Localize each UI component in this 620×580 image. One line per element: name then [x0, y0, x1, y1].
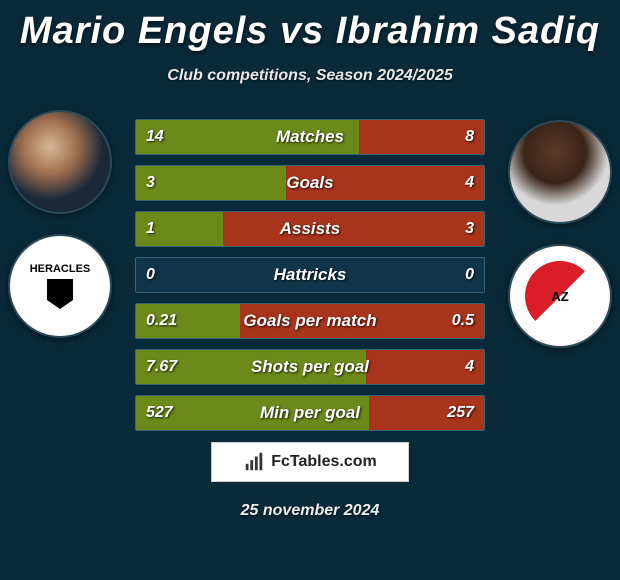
page-title: Mario Engels vs Ibrahim Sadiq: [0, 0, 620, 53]
stat-label: Shots per goal: [136, 350, 484, 384]
branding-badge: FcTables.com: [211, 442, 409, 482]
stat-label: Goals: [136, 166, 484, 200]
comparison-bars: 148Matches 34Goals 13Assists 00Hattricks 0.2…: [135, 119, 485, 441]
stat-row: 13Assists: [135, 211, 485, 247]
page-subtitle: Club competitions, Season 2024/2025: [0, 67, 620, 85]
stat-row: 527257Min per goal: [135, 395, 485, 431]
stat-row: 34Goals: [135, 165, 485, 201]
chart-icon: [243, 451, 265, 473]
date-label: 25 november 2024: [0, 502, 620, 520]
stat-row: 00Hattricks: [135, 257, 485, 293]
right-avatar-column: AZ: [508, 120, 612, 368]
stat-label: Hattricks: [136, 258, 484, 292]
stat-label: Matches: [136, 120, 484, 154]
stat-row: 148Matches: [135, 119, 485, 155]
player2-avatar: [508, 120, 612, 224]
club1-label: HERACLES: [30, 263, 91, 275]
left-avatar-column: HERACLES: [8, 110, 112, 358]
stat-label: Assists: [136, 212, 484, 246]
club2-label: AZ: [525, 261, 595, 331]
club1-badge: HERACLES: [8, 234, 112, 338]
stat-row: 0.210.5Goals per match: [135, 303, 485, 339]
branding-text: FcTables.com: [271, 453, 377, 471]
stat-row: 7.674Shots per goal: [135, 349, 485, 385]
club2-badge: AZ: [508, 244, 612, 348]
player1-avatar: [8, 110, 112, 214]
stat-label: Min per goal: [136, 396, 484, 430]
stat-label: Goals per match: [136, 304, 484, 338]
